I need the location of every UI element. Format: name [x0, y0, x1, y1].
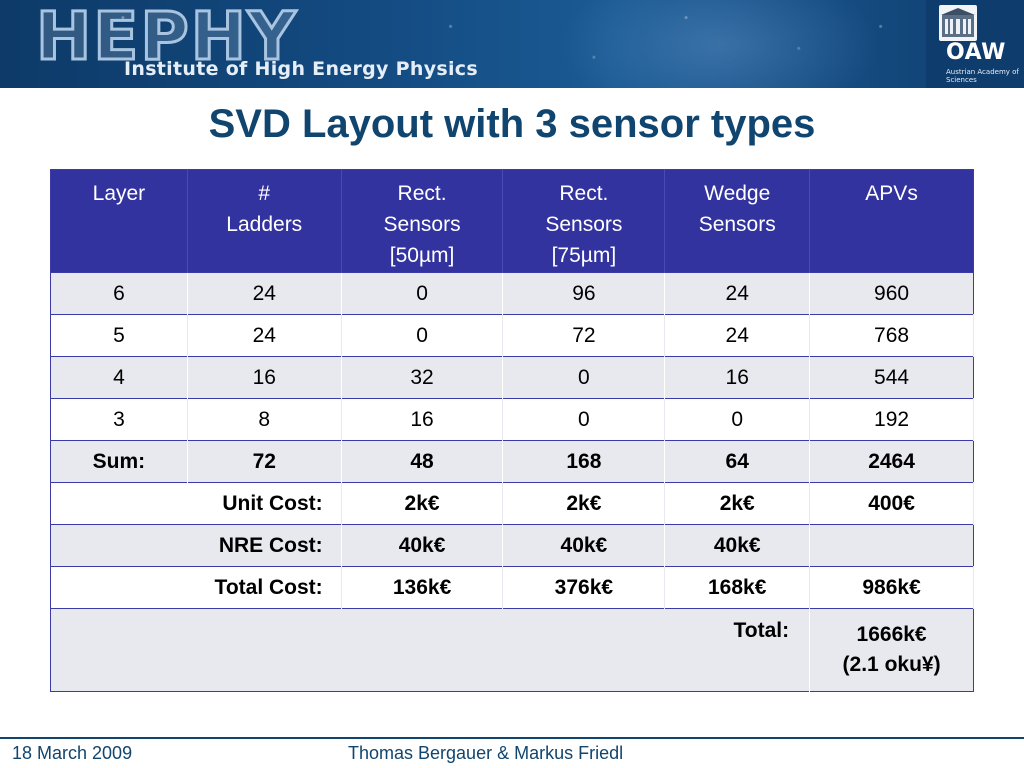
oaw-logo-text: OAW [946, 40, 1006, 65]
cell-rect-50: 0 [341, 272, 504, 315]
unit-cost-wedge: 2k€ [664, 482, 811, 525]
cell-ladders: 24 [187, 272, 342, 315]
sum-row: Sum: 72 48 168 64 2464 [50, 440, 974, 483]
grand-total-label: Total: [50, 608, 811, 692]
hephy-logo: HEPHY [35, 0, 298, 77]
cell-ladders: 24 [187, 314, 342, 357]
cell-rect-75: 0 [502, 356, 666, 399]
column-header-ladders: # Ladders [187, 169, 342, 273]
sum-rect-75: 168 [502, 440, 666, 483]
nre-cost-rect-50: 40k€ [341, 524, 504, 567]
header-banner: HEPHY Institute of High Energy Physics O… [0, 0, 1024, 88]
cell-layer: 3 [50, 398, 188, 441]
total-cost-row: Total Cost: 136k€ 376k€ 168k€ 986k€ [50, 566, 974, 609]
banner-glow [560, 0, 880, 88]
sum-label: Sum: [50, 440, 188, 483]
unit-cost-rect-75: 2k€ [502, 482, 666, 525]
table-row: 3 8 16 0 0 192 [50, 398, 974, 441]
table-row: 4 16 32 0 16 544 [50, 356, 974, 399]
cell-layer: 4 [50, 356, 188, 399]
total-cost-label: Total Cost: [50, 566, 342, 609]
banner-starfield [0, 0, 1024, 88]
cell-wedge: 24 [664, 314, 811, 357]
cell-layer: 5 [50, 314, 188, 357]
page-title: SVD Layout with 3 sensor types [208, 102, 816, 146]
cell-rect-50: 16 [341, 398, 504, 441]
cell-layer: 6 [50, 272, 188, 315]
sum-apvs: 2464 [809, 440, 974, 483]
nre-cost-label: NRE Cost: [50, 524, 342, 567]
nre-cost-row: NRE Cost: 40k€ 40k€ 40k€ [50, 524, 974, 567]
column-header-wedge: Wedge Sensors [664, 169, 811, 273]
total-cost-rect-50: 136k€ [341, 566, 504, 609]
unit-cost-label: Unit Cost: [50, 482, 342, 525]
cell-apvs: 960 [809, 272, 974, 315]
cell-apvs: 768 [809, 314, 974, 357]
cell-ladders: 8 [187, 398, 342, 441]
footer-authors: Thomas Bergauer & Markus Friedl [348, 743, 624, 763]
column-header-rect-50: Rect. Sensors [50µm] [341, 169, 504, 273]
unit-cost-apvs: 400€ [809, 482, 974, 525]
cell-rect-75: 96 [502, 272, 666, 315]
cell-apvs: 544 [809, 356, 974, 399]
cell-apvs: 192 [809, 398, 974, 441]
cell-wedge: 0 [664, 398, 811, 441]
institute-name: Institute of High Energy Physics [124, 58, 478, 80]
nre-cost-rect-75: 40k€ [502, 524, 666, 567]
column-header-rect-75: Rect. Sensors [75µm] [502, 169, 666, 273]
nre-cost-apvs [809, 524, 974, 567]
sum-ladders: 72 [187, 440, 342, 483]
total-cost-apvs: 986k€ [809, 566, 974, 609]
grand-total-row: Total: 1666k€ (2.1 oku¥) [50, 608, 974, 692]
sum-wedge: 64 [664, 440, 811, 483]
table-header-row: Layer # Ladders Rect. Sensors [50µm] Rect. S… [50, 169, 974, 273]
grand-total-value: 1666k€ (2.1 oku¥) [809, 608, 974, 692]
table-row: 6 24 0 96 24 960 [50, 272, 974, 315]
total-cost-rect-75: 376k€ [502, 566, 666, 609]
column-header-apvs: APVs [809, 169, 974, 273]
svd-layout-table: Layer # Ladders Rect. Sensors [50µm] Rect. S… [50, 169, 974, 692]
nre-cost-wedge: 40k€ [664, 524, 811, 567]
cell-rect-75: 0 [502, 398, 666, 441]
cell-ladders: 16 [187, 356, 342, 399]
sum-rect-50: 48 [341, 440, 504, 483]
column-header-layer: Layer [50, 169, 188, 273]
cell-rect-50: 0 [341, 314, 504, 357]
cell-wedge: 24 [664, 272, 811, 315]
cell-rect-75: 72 [502, 314, 666, 357]
footer-divider [0, 737, 1024, 739]
footer-date: 18 March 2009 [12, 743, 133, 763]
cell-wedge: 16 [664, 356, 811, 399]
academy-building-icon [939, 5, 977, 41]
cell-rect-50: 32 [341, 356, 504, 399]
unit-cost-rect-50: 2k€ [341, 482, 504, 525]
total-cost-wedge: 168k€ [664, 566, 811, 609]
unit-cost-row: Unit Cost: 2k€ 2k€ 2k€ 400€ [50, 482, 974, 525]
oaw-subtitle: Austrian Academy of Sciences [946, 68, 1019, 84]
table-row: 5 24 0 72 24 768 [50, 314, 974, 357]
